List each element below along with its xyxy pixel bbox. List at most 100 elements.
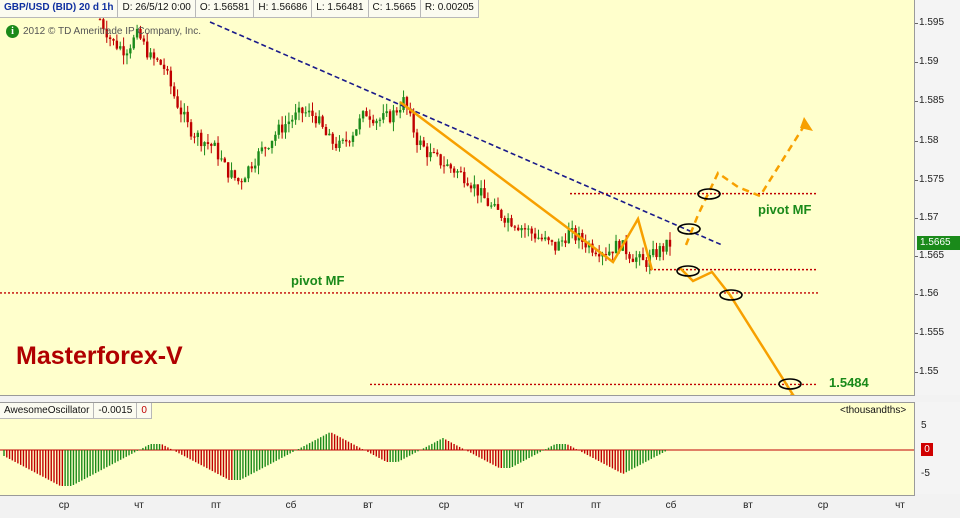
- oscillator-value: -0.0015: [94, 403, 138, 419]
- candle-body: [237, 178, 240, 182]
- candle-body: [112, 38, 115, 41]
- candle-body: [618, 240, 621, 251]
- candle-body: [260, 147, 264, 152]
- candle-body: [436, 152, 439, 155]
- oscillator-canvas: [0, 432, 914, 486]
- open-value: O: 1.56581: [195, 0, 255, 18]
- candle-body: [375, 120, 378, 124]
- oscillator-name[interactable]: AwesomeOscillator: [0, 403, 95, 419]
- copyright-notice: i 2012 © TD Ameritrade IP Company, Inc.: [6, 25, 201, 38]
- candle-body: [662, 246, 665, 252]
- wave-path: [399, 101, 654, 271]
- osc-tick: 5: [921, 420, 927, 431]
- candle-body: [348, 141, 351, 143]
- projected-up-path: [684, 125, 806, 246]
- time-tick: ср: [438, 500, 450, 511]
- candle-body: [651, 249, 655, 256]
- oscillator-units: <thousandths>: [840, 405, 907, 416]
- range-value: R: 0.00205: [420, 0, 479, 18]
- time-tick: вт: [743, 500, 753, 511]
- candle-body: [230, 170, 233, 178]
- candle-body: [513, 226, 517, 228]
- candle-body: [638, 254, 641, 258]
- candle-body: [452, 168, 456, 173]
- candle-body: [119, 46, 122, 49]
- candle-body: [324, 126, 328, 136]
- candle-body: [331, 133, 334, 144]
- candle-body: [247, 166, 250, 179]
- marker-ellipse: [697, 188, 721, 200]
- symbol-label[interactable]: GBP/USD (BID) 20 d 1h: [0, 0, 119, 18]
- candle-body: [108, 37, 112, 39]
- candle-body: [162, 64, 166, 69]
- candle-body: [530, 228, 533, 234]
- candle-body: [456, 171, 459, 173]
- candle-body: [365, 111, 368, 117]
- candle-body: [510, 218, 513, 227]
- candle-body: [405, 97, 409, 109]
- candle-body: [523, 228, 527, 230]
- time-axis[interactable]: ср чт пт сб вт ср чт пт сб вт ср чт: [0, 495, 914, 518]
- candle-body: [385, 111, 388, 114]
- candle-body: [614, 240, 618, 254]
- price-tick: 1.555: [919, 327, 945, 338]
- candle-body: [412, 113, 415, 133]
- candle-body: [166, 68, 169, 71]
- marker-ellipse: [676, 265, 700, 277]
- candle-body: [294, 112, 297, 120]
- price-tick: 1.565: [919, 250, 945, 261]
- brand-title: Masterforex-V: [16, 342, 183, 370]
- candle-body: [132, 37, 135, 49]
- candle-body: [570, 228, 574, 230]
- candle-body: [139, 28, 142, 39]
- candle-body: [557, 241, 560, 251]
- time-tick: ср: [58, 500, 70, 511]
- candle-body: [371, 119, 375, 124]
- candle-body: [668, 239, 672, 247]
- candle-body: [442, 165, 446, 167]
- candle-body: [496, 204, 500, 210]
- price-axis[interactable]: 1.595 1.59 1.585 1.58 1.575 1.57 1.565 1…: [915, 0, 960, 395]
- pivot-label-upper: pivot MF: [758, 202, 812, 217]
- marker-ellipse: [778, 378, 802, 390]
- last-price-badge: 1.5665: [917, 236, 960, 250]
- candle-body: [338, 140, 341, 149]
- projected-down-path: [679, 267, 795, 395]
- chart-header: GBP/USD (BID) 20 d 1h D: 26/5/12 0:00 O:…: [0, 0, 479, 18]
- oscillator-pane[interactable]: [0, 402, 915, 496]
- candle-body: [446, 164, 449, 166]
- candle-body: [169, 70, 173, 87]
- candle-body: [486, 198, 490, 206]
- osc-tick: -5: [921, 468, 930, 479]
- candle-body: [631, 258, 635, 262]
- candle-body: [135, 28, 139, 38]
- candle-body: [608, 251, 611, 256]
- price-chart-canvas: [0, 13, 818, 395]
- candle-body: [270, 140, 274, 149]
- candle-body: [463, 171, 466, 184]
- candle-body: [554, 241, 557, 251]
- candle-body: [189, 122, 193, 137]
- time-tick: сб: [665, 500, 677, 511]
- candle-body: [291, 119, 294, 122]
- price-chart-pane[interactable]: [0, 0, 915, 396]
- candle-body: [422, 140, 425, 147]
- candle-body: [206, 142, 210, 144]
- candle-body: [210, 143, 213, 146]
- price-tick: 1.595: [919, 17, 945, 28]
- candle-body: [476, 184, 479, 196]
- info-icon[interactable]: i: [6, 25, 19, 38]
- candle-body: [567, 229, 571, 244]
- candle-body: [156, 58, 159, 60]
- time-tick: чт: [134, 500, 144, 511]
- candle-body: [125, 53, 129, 56]
- candle-body: [220, 158, 223, 160]
- candle-body: [280, 124, 284, 133]
- candle-body: [179, 107, 183, 115]
- candle-body: [199, 132, 203, 147]
- oscillator-zero: 0: [137, 403, 152, 419]
- candle-body: [304, 112, 307, 114]
- close-value: C: 1.5665: [368, 0, 421, 18]
- candle-body: [560, 240, 564, 242]
- time-tick: чт: [514, 500, 524, 511]
